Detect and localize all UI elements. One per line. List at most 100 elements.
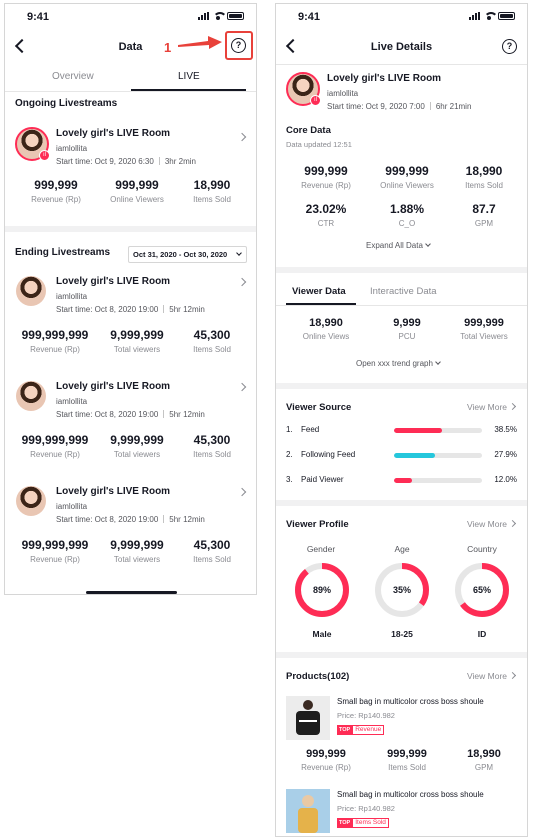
duration: 5hr 12min [169,410,205,419]
stat: 87.7 GPM [472,202,496,228]
separator [163,515,165,523]
stat: 1.88% C_O [389,202,425,228]
view-more-link[interactable]: View More [467,402,517,412]
stat: 999,999,999 Revenue (Rp) [21,328,89,354]
stat: 999,999 Items Sold [387,748,427,772]
stat: 9,999,999 Total viewers [110,433,164,459]
annotation-number: 1 [164,40,172,55]
stat: 999,999,999 Revenue (Rp) [21,538,89,564]
stat: 999,999 Total Viewers [460,317,508,341]
open-trend-graph-button[interactable]: Open xxx trend graph [356,359,441,368]
tab-interactive-data[interactable]: Interactive Data [370,286,437,297]
tab-indicator [286,303,356,305]
source-bar [394,478,482,483]
divider [276,64,527,65]
duration: 3hr 2min [164,157,196,166]
stat: 9,999,999 Total viewers [110,538,164,564]
nav-bar: Data ? [5,32,256,62]
status-bar: 9:41 [276,4,527,28]
stat: 999,999 Online Viewers [110,178,164,204]
wifi-icon [484,12,498,20]
tab-viewer-data[interactable]: Viewer Data [292,286,346,297]
annotation-highlight [225,31,253,60]
stat: 18,990 GPM [467,748,501,772]
help-icon[interactable]: ? [231,38,246,53]
stat: 999,999 Revenue (Rp) [301,748,351,772]
product-image [286,696,330,740]
profile-value: ID [477,629,487,639]
room-time: Start time: Oct 8, 2020 19:00 5hr 12min [56,515,205,524]
room-time: Start time: Oct 8, 2020 19:00 5hr 12min [56,410,205,419]
ending-title: Ending Livestreams [15,247,111,258]
gender-donut [295,563,349,617]
divider [276,305,527,306]
room-user: iamlollita [56,144,88,153]
date-range-select[interactable]: Oct 31, 2020 - Oct 30, 2020 [128,246,247,263]
stat: 45,300 Items Sold [193,433,231,459]
room-title: Lovely girl's LIVE Room [56,486,171,497]
view-more-link[interactable]: View More [467,519,517,529]
section-divider [276,652,527,658]
stat: 9,999,999 Total viewers [110,328,164,354]
date-range-value: Oct 31, 2020 - Oct 30, 2020 [133,250,228,259]
chevron-right-icon [237,487,247,497]
tab-live[interactable]: LIVE [178,71,200,82]
data-screen: 9:41 Data ? Overview LIVE Ongoing Livest… [4,3,257,595]
room-user: iamlollita [56,502,88,511]
source-row: 2. Following Feed 27.9% [286,450,517,459]
view-more-link[interactable]: View More [467,671,517,681]
room-title: Lovely girl's LIVE Room [327,73,442,84]
source-bar [394,428,482,433]
room-time: Start time: Oct 9, 2020 7:00 6hr 21min [327,102,471,111]
tab-overview[interactable]: Overview [52,71,94,82]
status-time: 9:41 [27,11,50,23]
view-more-label: View More [467,671,507,681]
view-more-label: View More [467,402,507,412]
room-title: Lovely girl's LIVE Room [56,381,171,392]
products-title: Products(102) [286,671,350,682]
start-time: Start time: Oct 8, 2020 19:00 [56,305,159,314]
wifi-icon [213,12,227,20]
duration: 5hr 12min [169,305,205,314]
core-data-title: Core Data [286,125,331,136]
signal-icon [198,12,209,20]
top-badge: TOP Items Sold [337,818,389,828]
source-row: 1. Feed 38.5% [286,425,517,434]
stat: 9,999 PCU [393,317,421,341]
chevron-right-icon [508,519,517,528]
chevron-right-icon [508,671,517,680]
separator [163,305,165,313]
profile-value: Male [312,629,332,639]
chevron-down-icon [425,241,431,247]
page-title: Live Details [370,41,433,53]
start-time: Start time: Oct 8, 2020 19:00 [56,515,159,524]
top-badge: TOP Revenue [337,725,385,735]
stat: 18,990 Items Sold [193,178,231,204]
stat: 18,990 Items Sold [465,164,503,190]
section-divider [276,267,527,273]
source-bar [394,453,482,458]
tab-indicator [131,89,246,91]
room-time: Start time: Oct 8, 2020 19:00 5hr 12min [56,305,205,314]
country-donut [455,563,509,617]
separator [163,410,165,418]
chevron-down-icon [236,250,242,256]
battery-icon [498,12,515,20]
stat: 45,300 Items Sold [193,538,231,564]
expand-all-button[interactable]: Expand All Data [366,241,431,250]
avatar [16,276,46,306]
core-updated: Data updated 12:51 [286,140,352,149]
help-icon[interactable]: ? [502,39,517,54]
stat: 999,999,999 Revenue (Rp) [21,433,89,459]
separator [158,157,160,165]
chevron-right-icon [508,402,517,411]
room-title: Lovely girl's LIVE Room [56,128,171,139]
live-badge-icon: ıl [39,150,50,161]
viewer-profile-title: Viewer Profile [286,519,349,530]
profile-percent: 35% [392,585,411,595]
section-divider [276,383,527,389]
room-user: iamlollita [327,89,359,98]
room-user: iamlollita [56,397,88,406]
duration: 5hr 12min [169,515,205,524]
chevron-right-icon [237,132,247,142]
